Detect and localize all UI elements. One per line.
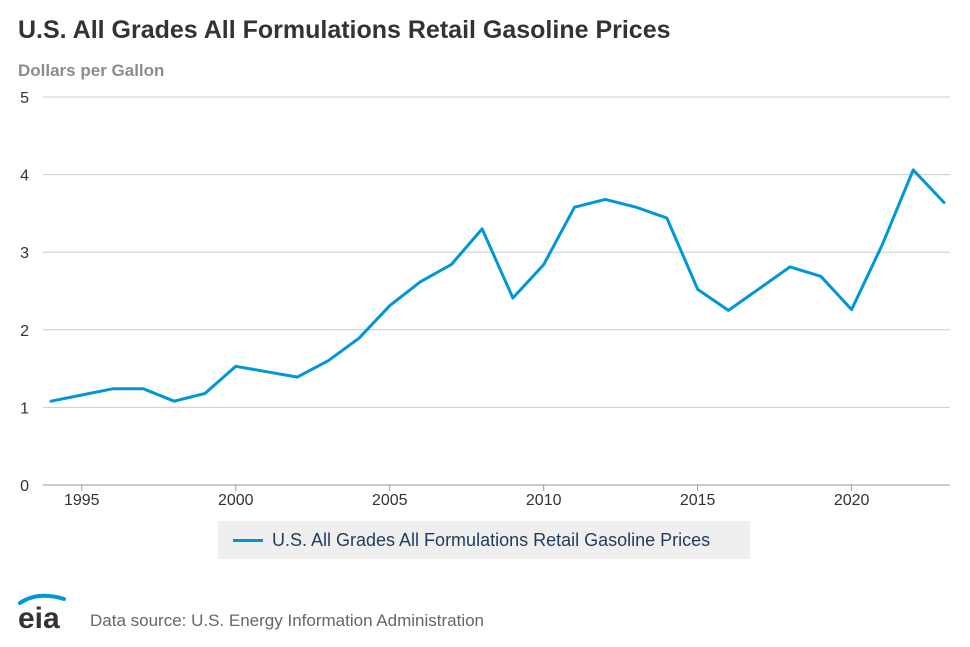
data-source: Data source: U.S. Energy Information Adm…	[90, 611, 485, 630]
data-point[interactable]	[200, 388, 210, 398]
data-point[interactable]	[477, 224, 487, 234]
legend[interactable]: U.S. All Grades All Formulations Retail …	[218, 521, 750, 559]
data-point[interactable]	[385, 301, 395, 311]
data-point[interactable]	[323, 356, 333, 366]
data-point[interactable]	[662, 213, 672, 223]
data-point[interactable]	[292, 372, 302, 382]
data-point[interactable]	[631, 202, 641, 212]
x-tick-label: 2010	[526, 492, 562, 509]
data-point[interactable]	[108, 384, 118, 394]
x-tick-label: 2000	[218, 492, 254, 509]
x-tick-label: 2020	[834, 492, 870, 509]
data-point[interactable]	[508, 293, 518, 303]
y-tick-label: 3	[20, 245, 29, 262]
data-point[interactable]	[354, 333, 364, 343]
data-point[interactable]	[939, 198, 949, 208]
legend-label: U.S. All Grades All Formulations Retail …	[272, 530, 711, 550]
data-point[interactable]	[785, 262, 795, 272]
eia-logo: eia	[18, 593, 66, 633]
data-point[interactable]	[877, 239, 887, 249]
logo-text: eia	[18, 602, 60, 633]
data-point[interactable]	[169, 396, 179, 406]
data-point[interactable]	[754, 284, 764, 294]
series-group	[46, 165, 949, 406]
data-point[interactable]	[539, 260, 549, 270]
y-axis-ticks: 0 1 2 3 4 5	[20, 90, 29, 495]
legend-swatch	[233, 539, 263, 542]
y-tick-label: 0	[20, 478, 29, 495]
data-point[interactable]	[77, 390, 87, 400]
data-point[interactable]	[847, 305, 857, 315]
data-point[interactable]	[46, 396, 56, 406]
y-tick-label: 4	[20, 168, 29, 185]
data-point[interactable]	[600, 194, 610, 204]
y-tick-label: 5	[20, 90, 29, 107]
data-point[interactable]	[231, 361, 241, 371]
x-axis-ticks: 1995 2000 2005 2010 2015 2020	[64, 485, 870, 509]
y-tick-label: 2	[20, 323, 29, 340]
data-point[interactable]	[908, 165, 918, 175]
series-line-0[interactable]	[49, 168, 946, 403]
x-tick-label: 1995	[64, 492, 100, 509]
data-point[interactable]	[138, 384, 148, 394]
data-point[interactable]	[816, 271, 826, 281]
chart-title: U.S. All Grades All Formulations Retail …	[18, 16, 671, 44]
data-point[interactable]	[693, 284, 703, 294]
x-tick-label: 2005	[372, 492, 408, 509]
x-tick-label: 2015	[680, 492, 716, 509]
chart-subtitle: Dollars per Gallon	[18, 61, 165, 80]
data-point[interactable]	[723, 305, 733, 315]
gridlines	[43, 96, 950, 486]
y-tick-label: 1	[20, 400, 29, 417]
data-point[interactable]	[446, 260, 456, 270]
data-point[interactable]	[416, 277, 426, 287]
data-point[interactable]	[262, 367, 272, 377]
data-point[interactable]	[569, 202, 579, 212]
